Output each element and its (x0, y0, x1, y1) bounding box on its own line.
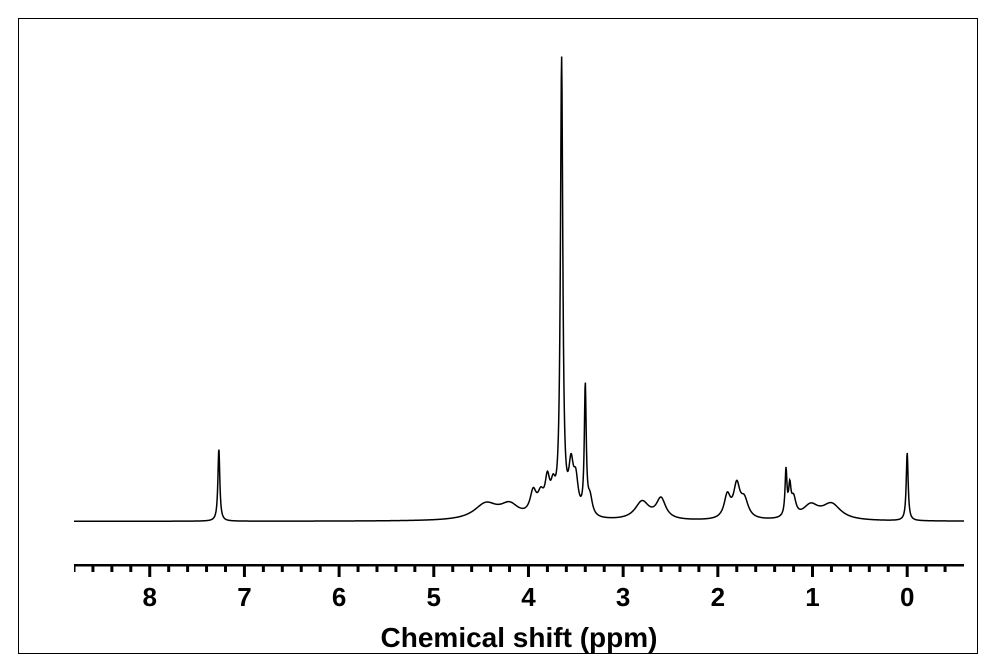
x-tick-label: 5 (427, 582, 441, 613)
x-tick-label: 1 (805, 582, 819, 613)
figure-container: 0 1 2 3 4 5 6 7 8 Chemical shift (ppm) (0, 0, 1000, 672)
x-axis-ticks (74, 564, 964, 594)
x-tick-label: 0 (900, 582, 914, 613)
spectrum-line (74, 54, 964, 544)
x-axis-title: Chemical shift (ppm) (74, 622, 964, 654)
nmr-spectrum-plot (74, 54, 964, 544)
figure-frame: 0 1 2 3 4 5 6 7 8 Chemical shift (ppm) (18, 18, 978, 654)
x-tick-label: 6 (332, 582, 346, 613)
x-axis: 012345678 Chemical shift (ppm) (74, 564, 964, 634)
x-tick-label: 7 (237, 582, 251, 613)
x-tick-label: 3 (616, 582, 630, 613)
x-tick-label: 4 (521, 582, 535, 613)
x-tick-label: 2 (711, 582, 725, 613)
x-tick-label: 8 (143, 582, 157, 613)
